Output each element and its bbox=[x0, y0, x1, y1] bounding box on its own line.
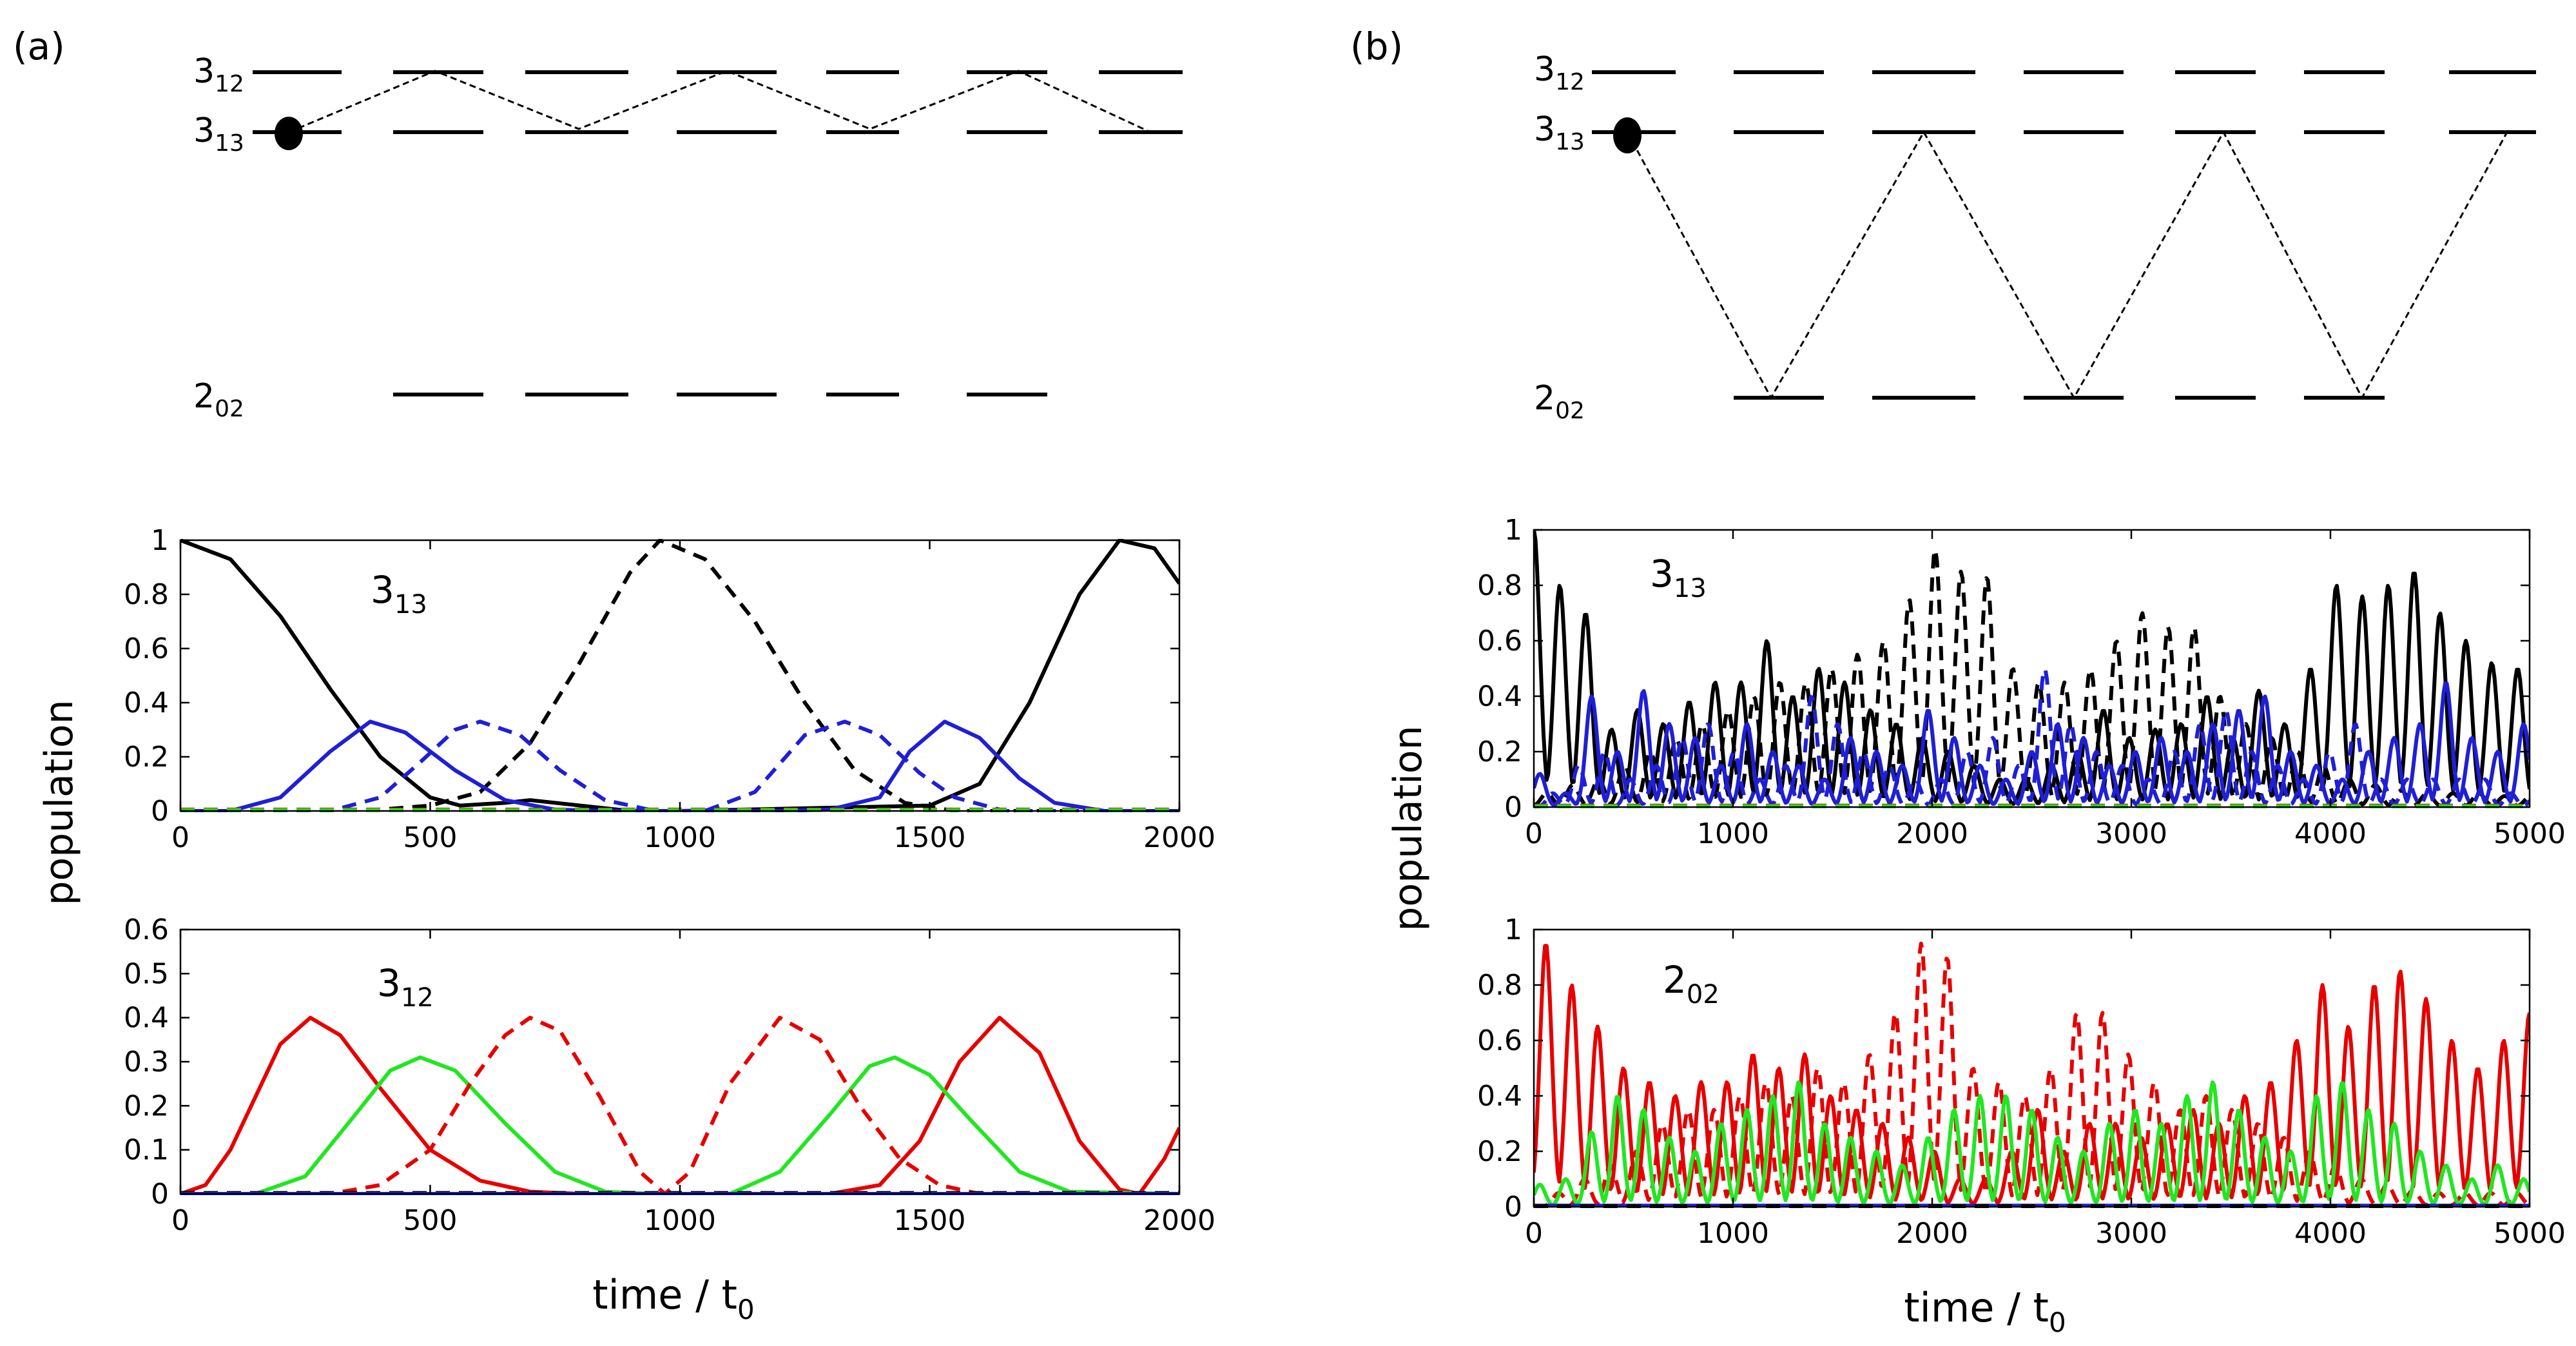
x-tick-label: 1000 bbox=[644, 1204, 716, 1237]
y-tick-label: 0 bbox=[1504, 1191, 1522, 1224]
level-diagram-b: 312 313 202 bbox=[1534, 50, 2536, 424]
series-green-solid bbox=[1534, 1080, 2530, 1207]
x-tick-label: 1500 bbox=[894, 821, 966, 854]
level-label-313-b: 313 bbox=[1534, 110, 1585, 155]
series-blue-solid bbox=[180, 719, 1179, 812]
series-group bbox=[1534, 529, 2530, 808]
plot-annotation: 313 bbox=[1650, 552, 1707, 603]
y-tick-label: 0.1 bbox=[124, 1134, 169, 1167]
x-tick-label: 1500 bbox=[894, 1204, 966, 1237]
x-tick-label: 4000 bbox=[2294, 817, 2367, 850]
level-diagram-a: 312 313 202 bbox=[193, 52, 1183, 422]
transition-path-b bbox=[1626, 130, 2508, 400]
y-tick-label: 0.6 bbox=[1477, 1024, 1522, 1057]
series-red-dashed bbox=[1534, 941, 2530, 1208]
x-tick-label: 3000 bbox=[2095, 1217, 2167, 1250]
y-tick-label: 0.8 bbox=[124, 578, 169, 611]
plot-frame bbox=[1533, 529, 2531, 808]
x-tick-label: 2000 bbox=[1896, 817, 1968, 850]
plot-a-top: 0 500 1000 1500 2000 0 0.2 0.4 0.6 0.8 1 313 bbox=[124, 524, 1215, 854]
series-green-solid bbox=[180, 1055, 1179, 1195]
x-tick-label: 0 bbox=[171, 821, 189, 854]
plot-frame bbox=[179, 928, 1181, 1195]
series-red-solid bbox=[180, 1015, 1179, 1195]
y-tick-label: 0.4 bbox=[124, 687, 169, 719]
y-tick-label: 0.5 bbox=[124, 957, 169, 990]
x-tick-label: 3000 bbox=[2095, 817, 2167, 850]
y-tick-label: 1 bbox=[1504, 913, 1522, 946]
y-tick-label: 0.8 bbox=[1477, 569, 1522, 602]
x-tick-label: 0 bbox=[1525, 1217, 1543, 1250]
x-tick-label: 1000 bbox=[644, 821, 716, 854]
y-tick-label: 0.4 bbox=[124, 1002, 169, 1035]
y-tick-label: 0.6 bbox=[124, 913, 169, 946]
panel-label-a: (a) bbox=[13, 24, 65, 68]
plot-a-bottom: 0 500 1000 1500 2000 0 0.1 0.2 0.3 0.4 0.5 0.6 312 bbox=[124, 913, 1215, 1237]
y-tick-label: 0 bbox=[151, 1178, 169, 1211]
y-tick-label: 0 bbox=[151, 795, 169, 828]
panel-label-b: (b) bbox=[1350, 24, 1403, 68]
x-tick-label: 500 bbox=[403, 821, 458, 854]
series-black-dashed bbox=[180, 539, 1179, 812]
y-tick-label: 0.2 bbox=[1477, 1135, 1522, 1168]
y-tick-label: 0.2 bbox=[124, 1089, 169, 1122]
series-blue-dashed bbox=[180, 719, 1179, 812]
plot-annotation: 312 bbox=[377, 961, 434, 1013]
x-tick-label: 2000 bbox=[1143, 821, 1215, 854]
x-tick-label: 2000 bbox=[1143, 1204, 1215, 1237]
series-black-dashed bbox=[1534, 547, 2530, 808]
x-tick-label: 0 bbox=[171, 1204, 189, 1237]
plot-b-bottom: 0 1000 2000 3000 4000 5000 0 0.2 0.4 0.6 0.8 1 202 bbox=[1477, 913, 2566, 1250]
level-label-312-b: 312 bbox=[1534, 50, 1585, 95]
x-tick-label: 5000 bbox=[2494, 817, 2566, 850]
x-tick-label: 5000 bbox=[2494, 1217, 2566, 1250]
y-tick-label: 1 bbox=[151, 524, 169, 557]
series-blue-dashed bbox=[1534, 667, 2530, 808]
xlabel-a: time / t0 bbox=[592, 1271, 754, 1325]
plot-annotation: 313 bbox=[371, 568, 427, 619]
x-tick-label: 0 bbox=[1525, 817, 1543, 850]
x-tick-label: 1000 bbox=[1697, 817, 1769, 850]
plot-frame bbox=[179, 539, 1181, 812]
y-tick-label: 0 bbox=[1504, 791, 1522, 824]
xlabel-b: time / t0 bbox=[1904, 1284, 2066, 1338]
plot-annotation: 202 bbox=[1663, 958, 1719, 1010]
population-marker-b bbox=[1613, 117, 1641, 153]
y-tick-label: 0.4 bbox=[1477, 1080, 1522, 1113]
series-red-dashed bbox=[180, 1015, 1179, 1195]
population-marker-a bbox=[275, 117, 303, 150]
ylabel-a: population bbox=[37, 699, 82, 905]
y-tick-label: 0.6 bbox=[1477, 625, 1522, 658]
x-tick-label: 2000 bbox=[1896, 1217, 1968, 1250]
x-tick-label: 1000 bbox=[1697, 1217, 1769, 1250]
y-tick-label: 0.3 bbox=[124, 1046, 169, 1078]
x-tick-label: 500 bbox=[403, 1204, 458, 1237]
y-tick-label: 1 bbox=[1504, 514, 1522, 547]
plot-b-top: 0 1000 2000 3000 4000 5000 0 0.2 0.4 0.6 0.8 1 313 bbox=[1477, 514, 2566, 850]
series-black-solid bbox=[180, 539, 1179, 812]
level-label-202-a: 202 bbox=[193, 377, 244, 422]
x-tick-label: 4000 bbox=[2294, 1217, 2367, 1250]
series-group bbox=[180, 539, 1179, 812]
level-label-313-a: 313 bbox=[193, 112, 244, 157]
level-label-312-a: 312 bbox=[193, 52, 244, 97]
plot-frame bbox=[1533, 928, 2531, 1208]
transition-path-a bbox=[288, 70, 1151, 133]
y-tick-label: 0.2 bbox=[1477, 736, 1522, 768]
y-tick-label: 0.4 bbox=[1477, 680, 1522, 713]
level-label-202-b: 202 bbox=[1534, 379, 1585, 424]
series-group bbox=[180, 1015, 1179, 1195]
y-tick-label: 0.6 bbox=[124, 632, 169, 665]
y-tick-label: 0.8 bbox=[1477, 969, 1522, 1002]
ylabel-b: population bbox=[1386, 725, 1431, 931]
y-tick-label: 0.2 bbox=[124, 741, 169, 774]
